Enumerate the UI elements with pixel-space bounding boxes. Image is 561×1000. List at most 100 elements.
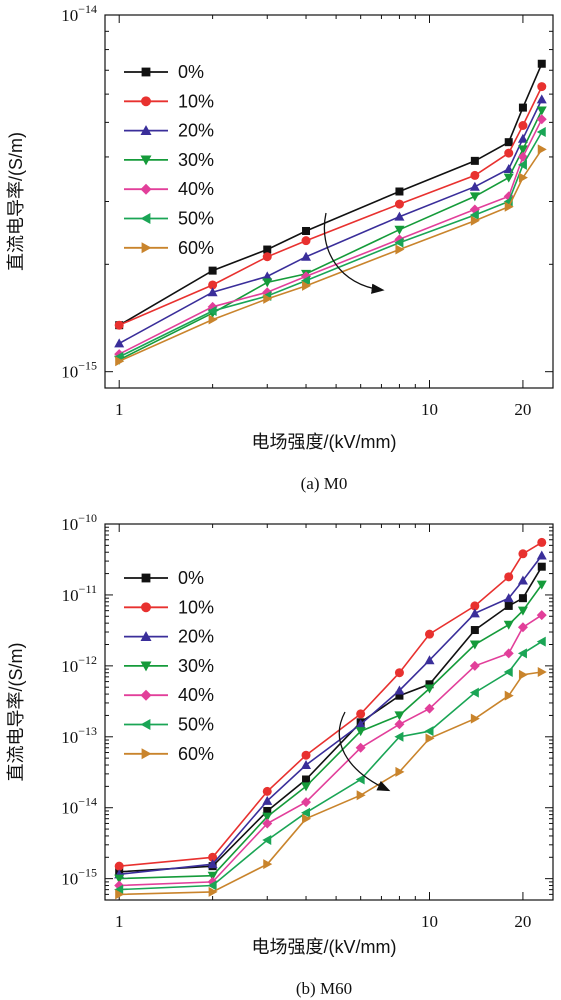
data-point-30pct (469, 192, 480, 202)
panel-caption-a: (a) M0 (301, 474, 348, 493)
plot-frame (104, 523, 554, 901)
legend-marker (141, 602, 151, 613)
data-point-0pct (518, 103, 527, 112)
data-point-30pct (394, 225, 405, 235)
data-point-0pct (302, 226, 311, 235)
data-point-20pct (536, 550, 547, 560)
data-point-50pct (262, 835, 272, 846)
data-point-20pct (394, 211, 405, 221)
x-tick-label: 10 (421, 912, 438, 931)
data-point-30pct (517, 145, 528, 155)
data-point-60pct (395, 244, 405, 255)
y-tick-label: 10−12 (61, 653, 97, 676)
x-tick-label: 20 (514, 400, 531, 419)
data-point-40pct (503, 648, 514, 659)
data-point-20pct (517, 575, 528, 585)
y-tick-label: 10−15 (61, 866, 97, 889)
data-point-20pct (262, 795, 273, 805)
data-point-50pct (517, 159, 527, 170)
series-line-50pct (119, 640, 543, 891)
data-point-20pct (355, 719, 366, 729)
legend-marker (140, 631, 152, 641)
data-point-20pct (469, 181, 480, 191)
data-point-50pct (301, 275, 311, 286)
panel-caption-b: (b) M60 (296, 979, 352, 998)
data-point-0pct (504, 601, 513, 610)
data-point-60pct (395, 766, 405, 777)
legend-marker (140, 183, 152, 195)
y-tick-label: 10−10 (61, 511, 97, 534)
data-point-10pct (470, 601, 480, 611)
data-point-60pct (425, 733, 435, 744)
legend-marker (140, 213, 151, 224)
data-point-0pct (504, 138, 513, 147)
data-point-60pct (518, 172, 528, 183)
data-point-50pct (301, 807, 311, 818)
legend-marker (140, 155, 152, 166)
data-point-30pct (503, 620, 514, 630)
legend-label: 60% (178, 238, 214, 258)
data-point-10pct (504, 572, 514, 582)
data-point-60pct (504, 690, 514, 701)
data-point-10pct (114, 861, 124, 871)
data-point-0pct (208, 266, 217, 275)
data-point-30pct (536, 580, 547, 590)
data-point-50pct (536, 126, 546, 137)
data-point-60pct (518, 669, 528, 680)
data-point-60pct (470, 713, 480, 724)
x-tick-label: 20 (514, 912, 531, 931)
data-point-50pct (207, 880, 217, 891)
x-axis-label: 电场强度/(kV/mm) (252, 937, 397, 957)
data-point-60pct (537, 144, 547, 155)
plot-frame (104, 14, 554, 389)
legend-marker (140, 125, 152, 135)
data-point-30pct (503, 173, 514, 183)
x-axis-label: 电场强度/(kV/mm) (252, 432, 397, 452)
data-point-60pct (263, 293, 273, 304)
legend-label: 30% (178, 656, 214, 676)
data-point-20pct (262, 271, 273, 281)
y-axis-label: 直流电导率/(S/m) (6, 643, 26, 782)
legend-marker (141, 96, 151, 107)
data-point-60pct (208, 314, 218, 325)
data-point-0pct (263, 806, 272, 815)
legend-label: 10% (178, 91, 214, 111)
data-point-50pct (469, 687, 479, 698)
y-tick-label: 10−15 (61, 359, 97, 382)
data-point-20pct (536, 94, 547, 104)
data-point-10pct (518, 549, 528, 559)
y-tick-label: 10−11 (62, 582, 97, 605)
data-point-20pct (114, 338, 125, 348)
data-point-40pct (469, 660, 480, 671)
data-point-60pct (263, 859, 273, 870)
data-point-10pct (470, 170, 480, 180)
chart-panel-b: 1 10 20 10−15 10−14 10−13 10−12 10−11 10−10 直流电导率… (6, 511, 554, 998)
data-point-30pct (207, 871, 218, 881)
data-point-30pct (517, 606, 528, 616)
data-point-0pct (518, 594, 527, 603)
data-point-20pct (301, 760, 312, 770)
legend-marker (141, 242, 152, 254)
data-point-40pct (536, 114, 547, 125)
y-tick-label: 10−13 (61, 724, 97, 747)
data-point-0pct (263, 245, 272, 254)
y-axis-label: 直流电导率/(S/m) (6, 132, 26, 271)
legend-label: 0% (178, 568, 204, 588)
x-tick-label: 10 (421, 400, 438, 419)
data-point-50pct (355, 774, 365, 785)
data-point-10pct (114, 320, 124, 330)
legend-label: 40% (178, 685, 214, 705)
data-point-10pct (301, 750, 311, 760)
data-point-40pct (424, 703, 435, 714)
data-point-10pct (504, 148, 514, 158)
data-point-40pct (355, 742, 366, 753)
legend-marker (140, 661, 152, 672)
data-point-10pct (537, 82, 547, 92)
data-point-10pct (394, 199, 404, 209)
data-point-50pct (394, 731, 404, 742)
data-point-10pct (262, 252, 272, 262)
data-point-50pct (114, 884, 124, 895)
data-point-60pct (115, 889, 125, 900)
x-tick-label: 1 (115, 400, 124, 419)
data-point-10pct (537, 537, 547, 547)
